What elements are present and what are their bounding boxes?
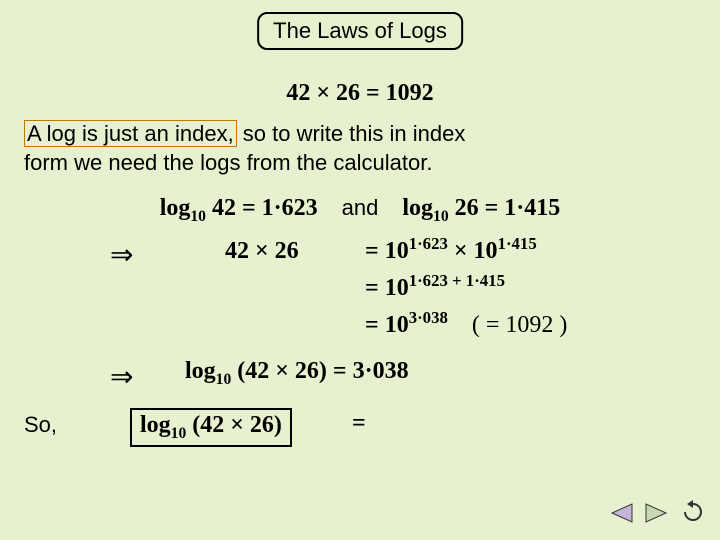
implies-arrow-2: ⇒: [110, 360, 133, 394]
emphasis-box: A log is just an index,: [24, 120, 237, 147]
implies-arrow-1: ⇒: [110, 238, 133, 272]
calc-r1-mid: × 10: [448, 238, 498, 264]
log42-value: 42 = 1·623: [206, 195, 318, 221]
calc-r2-e: 1·623 + 1·415: [409, 271, 505, 290]
calc-r1-b1: 10: [379, 238, 409, 264]
log26-base: 10: [433, 208, 449, 225]
equation-top: 42 × 26 = 1092: [286, 80, 433, 107]
log42-base: 10: [190, 208, 206, 225]
log26-value: 26 = 1·415: [449, 195, 561, 221]
log26-label: log: [402, 195, 433, 221]
para-line-2: form we need the logs from the calculato…: [24, 150, 432, 175]
prev-icon[interactable]: [608, 502, 634, 524]
slide-title-box: The Laws of Logs: [257, 12, 463, 50]
calculation-block: 42 × 26 = 101·623 × 101·415 = 101·623 + …: [225, 232, 567, 342]
calc-r3-e: 3·038: [409, 308, 448, 327]
logline-label: log: [185, 358, 216, 384]
calc-r3-b: 10: [379, 312, 409, 338]
so-box-label: log: [140, 412, 171, 438]
para-rest-1: so to write this in index: [237, 121, 466, 146]
conclusion-equals: =: [352, 410, 366, 437]
log42-label: log: [160, 195, 191, 221]
logline-base: 10: [216, 371, 232, 388]
logline-value: (42 × 26) = 3·038: [231, 358, 408, 384]
so-box-base: 10: [171, 425, 187, 442]
log-values-line: log10 42 = 1·623 and log10 26 = 1·415: [0, 195, 720, 226]
conclusion-box: log10 (42 × 26): [130, 408, 292, 447]
so-label: So,: [24, 412, 57, 438]
intro-paragraph: A log is just an index, so to write this…: [24, 120, 696, 177]
calc-r1-e1: 1·623: [409, 234, 448, 253]
next-icon[interactable]: [644, 502, 670, 524]
so-box-arg: (42 × 26): [186, 412, 282, 438]
slide-title: The Laws of Logs: [273, 18, 447, 43]
calc-r2-b: 10: [379, 275, 409, 301]
and-word: and: [342, 195, 379, 220]
calc-r1-e2: 1·415: [498, 234, 537, 253]
calc-r1-lhs: 42 × 26: [225, 238, 299, 264]
calc-r3-paren: ( = 1092 ): [472, 312, 568, 338]
nav-controls: [604, 500, 706, 530]
log-result-line: log10 (42 × 26) = 3·038: [185, 358, 409, 389]
return-icon[interactable]: [680, 500, 706, 524]
